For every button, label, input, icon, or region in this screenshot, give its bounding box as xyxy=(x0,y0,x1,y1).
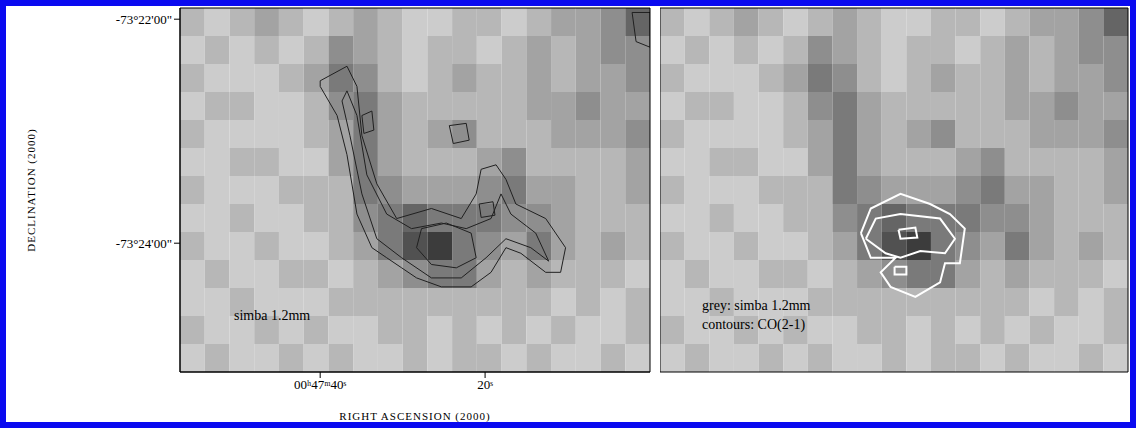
html-text:simba 1.2mm: simba 1.2mm xyxy=(234,308,311,323)
svg-text:20ˢ: 20ˢ xyxy=(477,377,493,392)
svg-text:RIGHT ASCENSION (2000): RIGHT ASCENSION (2000) xyxy=(339,410,490,422)
svg-text:00ʰ47ᵐ40ˢ: 00ʰ47ᵐ40ˢ xyxy=(294,377,347,392)
html-text:contours: CO(2-1): contours: CO(2-1) xyxy=(702,317,805,332)
svg-text:DECLINATION (2000): DECLINATION (2000) xyxy=(25,128,38,251)
svg-text:-73°22'00": -73°22'00" xyxy=(116,12,172,27)
html-text:grey: simba 1.2mm: grey: simba 1.2mm xyxy=(702,298,811,313)
svg-text:-73°24'00": -73°24'00" xyxy=(116,236,172,251)
